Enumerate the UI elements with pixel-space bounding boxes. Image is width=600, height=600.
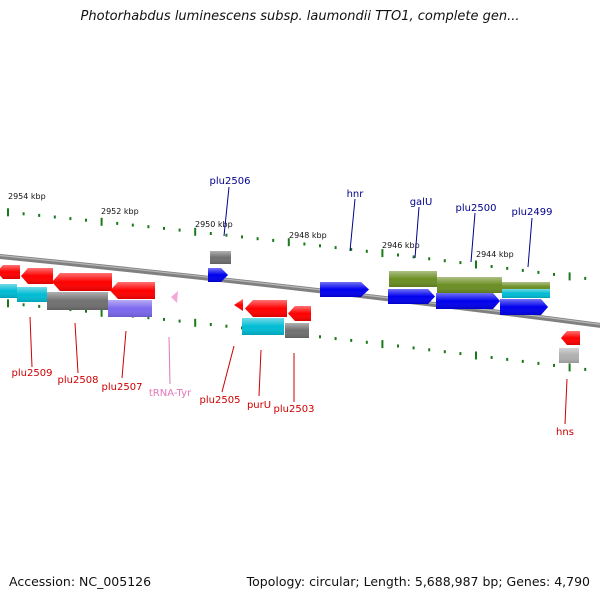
gene-plu2509-red-a-shine xyxy=(0,265,20,279)
gene-galU-shine xyxy=(388,289,435,304)
gene-label-plu2505[interactable]: plu2505 xyxy=(200,345,241,406)
gene-plu2509-cyan[interactable] xyxy=(17,287,47,302)
gene-plu2506-shine xyxy=(208,268,228,282)
gene-label-plu2499[interactable]: plu2499 xyxy=(512,207,553,268)
gene-hns-grey-shine xyxy=(559,348,579,363)
gene-label-galU[interactable]: galU xyxy=(410,197,433,259)
gene-hnr[interactable] xyxy=(320,282,369,297)
gene-label-plu2503[interactable]: plu2503 xyxy=(274,353,315,415)
gene-label-plu2500[interactable]: plu2500 xyxy=(456,203,497,263)
gene-label-text: galU xyxy=(410,197,433,208)
gene-label-text: plu2506 xyxy=(210,176,251,187)
gene-plu2500-olive[interactable] xyxy=(437,277,502,293)
gene-plu2509-red-a[interactable] xyxy=(0,265,20,279)
gene-label-hns[interactable]: hns xyxy=(556,378,574,438)
gene-label-text: tRNA-Tyr xyxy=(149,388,192,399)
gene-label-text: plu2503 xyxy=(274,404,315,415)
gene-purU-cyan[interactable] xyxy=(242,318,284,335)
gene-plu2500-shine xyxy=(436,293,500,309)
gene-purU-cyan-shine xyxy=(242,318,284,335)
gene-label-text: plu2507 xyxy=(102,382,143,393)
gene-plu2508-red[interactable] xyxy=(52,273,112,291)
kbp-label: 2948 kbp xyxy=(289,231,327,240)
gene-plu2503-red-shine xyxy=(288,306,311,321)
trna-tyr-marker-icon[interactable] xyxy=(171,291,178,303)
gene-features xyxy=(0,251,580,363)
gene-plu2500-olive-shine xyxy=(437,277,502,293)
gene-plu2507-violet-shine xyxy=(108,300,152,317)
gene-galU[interactable] xyxy=(388,289,435,304)
gene-label-text: plu2509 xyxy=(12,368,53,379)
gene-label-plu2507[interactable]: plu2507 xyxy=(102,330,143,393)
tick-marks xyxy=(7,208,587,372)
gene-galU-olive[interactable] xyxy=(389,271,437,287)
gene-purU-red-shine xyxy=(245,300,287,317)
gene-label-plu2506[interactable]: plu2506 xyxy=(210,176,251,237)
gene-plu2507-red-shine xyxy=(110,282,155,299)
gene-plu2499-blue-shine xyxy=(500,299,548,315)
gene-plu2505-red-shine xyxy=(234,299,243,311)
gene-plu2509-red-b[interactable] xyxy=(21,268,53,284)
gene-hnr-shine xyxy=(320,282,369,297)
kbp-label: 2950 kbp xyxy=(195,220,233,229)
gene-label-text: plu2499 xyxy=(512,207,553,218)
gene-plu2499-cyan[interactable] xyxy=(502,289,550,298)
gene-plu2506-grey-shine xyxy=(210,251,231,264)
gene-label-purU[interactable]: purU xyxy=(247,349,271,411)
kbp-label: 2946 kbp xyxy=(382,241,420,250)
gene-plu2508-grey-shine xyxy=(47,292,108,310)
gene-plu2507-red[interactable] xyxy=(110,282,155,299)
gene-plu2499-blue[interactable] xyxy=(500,299,548,315)
kbp-label: 2944 kbp xyxy=(476,250,514,259)
gene-plu2503-grey-shine xyxy=(285,323,309,338)
gene-plu2509-cyan-a-shine xyxy=(0,284,17,298)
gene-plu2500[interactable] xyxy=(436,293,500,309)
gene-label-text: hns xyxy=(556,427,574,438)
gene-label-text: plu2500 xyxy=(456,203,497,214)
gene-hns-red[interactable] xyxy=(561,331,580,345)
gene-plu2508-red-shine xyxy=(52,273,112,291)
gene-plu2509-cyan-shine xyxy=(17,287,47,302)
gene-label-text: hnr xyxy=(347,189,365,200)
gene-plu2503-grey[interactable] xyxy=(285,323,309,338)
gene-hns-grey[interactable] xyxy=(559,348,579,363)
gene-hns-red-shine xyxy=(561,331,580,345)
gene-label-hnr[interactable]: hnr xyxy=(347,189,365,252)
gene-label-text: plu2505 xyxy=(200,395,241,406)
genome-info-text: Topology: circular; Length: 5,688,987 bp… xyxy=(246,574,590,589)
gene-label-plu2509[interactable]: plu2509 xyxy=(12,316,53,379)
gene-plu2508-grey[interactable] xyxy=(47,292,108,310)
gene-plu2499-cyan-shine xyxy=(502,289,550,298)
gene-galU-olive-shine xyxy=(389,271,437,287)
kbp-label: 2954 kbp xyxy=(8,192,46,201)
gene-plu2509-red-b-shine xyxy=(21,268,53,284)
gene-plu2505-red[interactable] xyxy=(234,299,243,311)
gene-label-trna-tyr[interactable]: tRNA-Tyr xyxy=(149,336,192,399)
gene-purU-red[interactable] xyxy=(245,300,287,317)
kbp-labels: 2954 kbp 2952 kbp 2950 kbp 2948 kbp 2946… xyxy=(8,192,514,259)
gene-plu2503-red[interactable] xyxy=(288,306,311,321)
gene-label-plu2508[interactable]: plu2508 xyxy=(58,322,99,386)
map-title: Photorhabdus luminescens subsp. laumondi… xyxy=(80,9,520,24)
kbp-label: 2952 kbp xyxy=(101,207,139,216)
gene-label-text: plu2508 xyxy=(58,375,99,386)
gene-plu2509-cyan-a[interactable] xyxy=(0,284,17,298)
accession-text: Accession: NC_005126 xyxy=(9,574,152,589)
gene-plu2507-violet[interactable] xyxy=(108,300,152,317)
gene-plu2506-grey[interactable] xyxy=(210,251,231,264)
gene-plu2506[interactable] xyxy=(208,268,228,282)
gene-labels: plu2506 hnr galU plu2500 plu2499 plu2509… xyxy=(12,176,574,438)
gene-label-text: purU xyxy=(247,400,271,411)
